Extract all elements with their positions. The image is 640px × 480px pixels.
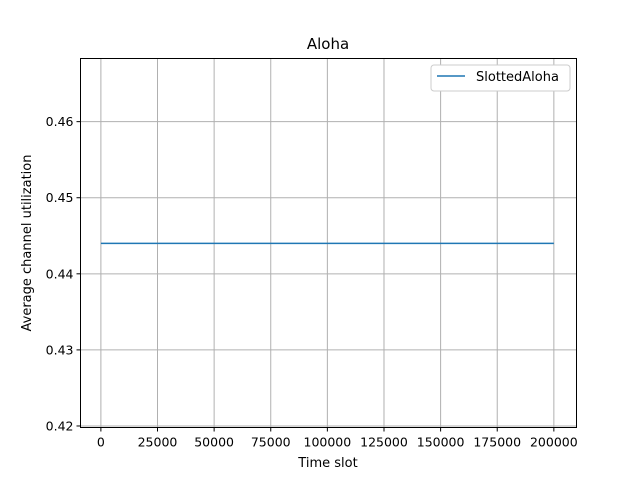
plot-frame [80,58,577,428]
x-tick-label: 150000 [417,435,465,450]
x-tick-label: 100000 [304,435,352,450]
x-tick-label: 0 [97,435,105,450]
x-tick-label: 200000 [530,435,578,450]
x-tick-label: 75000 [251,435,291,450]
x-tick-label: 50000 [194,435,234,450]
y-tick-label: 0.43 [46,342,74,357]
y-tick-label: 0.46 [46,114,74,129]
y-tick-label: 0.42 [46,418,74,433]
x-axis: 0 25000 50000 75000 100000 125000 150000 175000… [97,427,578,450]
chart-title: Aloha [307,35,349,53]
y-axis-label: Average channel utilization [20,155,35,332]
legend-label-slottedaloha: SlottedAloha [476,70,559,85]
x-tick-label: 25000 [138,435,178,450]
y-tick-label: 0.45 [46,190,74,205]
x-tick-label: 175000 [473,435,521,450]
y-axis: 0.42 0.43 0.44 0.45 0.46 [46,114,81,433]
legend-box [430,64,571,92]
x-tick-label: 125000 [360,435,408,450]
legend: SlottedAloha [430,64,571,92]
y-tick-label: 0.44 [46,266,74,281]
x-axis-label: Time slot [297,456,357,471]
